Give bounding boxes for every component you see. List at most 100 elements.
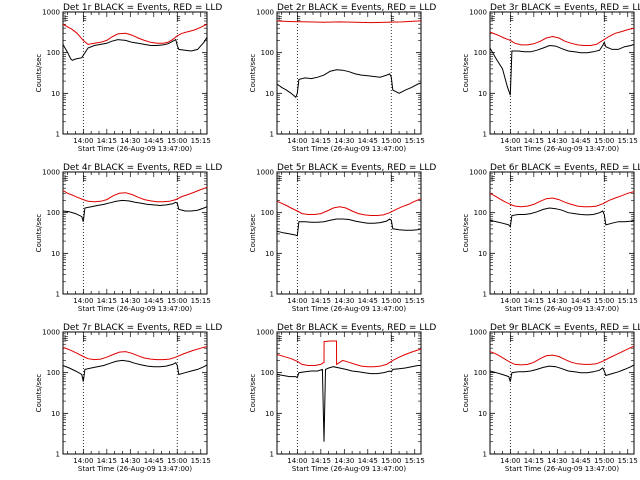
- y-tick-label: 1000: [469, 169, 487, 177]
- y-tick-label: 100: [261, 369, 274, 377]
- x-tick-label: 14:30: [334, 297, 354, 305]
- x-tick-label: 15:00: [381, 457, 401, 465]
- y-tick-label: 1000: [42, 169, 60, 177]
- eclipse-marker-label: E: [64, 15, 68, 23]
- y-tick-label: 1: [483, 451, 487, 459]
- panel-title: Det 2r BLACK = Events, RED = LLD: [277, 3, 436, 13]
- x-tick-label: 14:15: [524, 457, 544, 465]
- eclipse-marker-label: E: [509, 15, 513, 23]
- eclipse-marker-label: E: [390, 15, 394, 23]
- x-tick-label: 14:45: [571, 457, 591, 465]
- y-tick-label: 1: [270, 131, 274, 139]
- y-tick-label: 1: [56, 291, 60, 299]
- x-tick-label: 15:00: [594, 137, 614, 145]
- y-tick-label: 1: [483, 131, 487, 139]
- series-lld-line: [276, 340, 422, 368]
- panel-det-6: Det 6r BLACK = Events, RED = LLD 1 10 100 10…: [462, 163, 640, 313]
- y-tick-label: 10: [478, 410, 487, 418]
- y-axis-label: Counts/sec: [249, 374, 257, 413]
- x-tick-label: 15:00: [594, 297, 614, 305]
- y-axis-label: Counts/sec: [249, 54, 257, 93]
- x-tick-label: 14:30: [120, 457, 140, 465]
- x-tick-label: 15:15: [618, 457, 638, 465]
- panel-title: Det 4r BLACK = Events, RED = LLD: [63, 163, 222, 173]
- x-tick-label: 15:15: [405, 457, 425, 465]
- plot-frame: [62, 171, 208, 295]
- plot-frame: [62, 331, 208, 455]
- series-lld-line: [276, 20, 422, 24]
- panel-title: Det 1r BLACK = Events, RED = LLD: [63, 3, 222, 13]
- panel-title: Det 7r BLACK = Events, RED = LLD: [63, 323, 222, 333]
- panel-title: Det 5r BLACK = Events, RED = LLD: [277, 163, 436, 173]
- x-axis-label: Start Time (26-Aug-09 13:47:00): [292, 305, 406, 313]
- eclipse-marker-label: E: [82, 175, 86, 183]
- x-tick-label: 15:00: [167, 297, 187, 305]
- panel-title: Det 9r BLACK = Events, RED = LLD: [490, 323, 640, 333]
- x-axis-label: Start Time (26-Aug-09 13:47:00): [505, 145, 619, 153]
- eclipse-marker-label: E: [509, 175, 513, 183]
- x-axis-label: Start Time (26-Aug-09 13:47:00): [78, 145, 192, 153]
- series-events-line: [276, 69, 422, 99]
- y-axis-label: Counts/sec: [35, 214, 43, 253]
- y-tick-label: 10: [51, 250, 60, 258]
- panel-title: Det 8r BLACK = Events, RED = LLD: [277, 323, 436, 333]
- x-tick-label: 14:00: [73, 457, 93, 465]
- series-lld-line: [489, 191, 635, 208]
- series-events-line: [62, 199, 208, 222]
- eclipse-marker-label: E: [296, 175, 300, 183]
- x-tick-label: 14:15: [311, 297, 331, 305]
- y-tick-label: 100: [474, 49, 487, 57]
- y-tick-label: 1000: [256, 169, 274, 177]
- panel-det-3: Det 3r BLACK = Events, RED = LLD 1 10 100 10…: [462, 3, 640, 153]
- y-tick-label: 10: [51, 90, 60, 98]
- x-tick-label: 14:15: [524, 297, 544, 305]
- y-tick-label: 10: [265, 90, 274, 98]
- panel-det-4: Det 4r BLACK = Events, RED = LLD 1 10 100 10…: [35, 163, 222, 313]
- x-tick-label: 14:30: [334, 457, 354, 465]
- eclipse-marker-label: E: [390, 175, 394, 183]
- panel-det-5: Det 5r BLACK = Events, RED = LLD 1 10 100 10…: [249, 163, 436, 313]
- series-lld-line: [62, 186, 208, 203]
- eclipse-marker-label: E: [390, 335, 394, 343]
- y-tick-label: 1: [56, 131, 60, 139]
- panel-title: Det 6r BLACK = Events, RED = LLD: [490, 163, 640, 173]
- y-tick-label: 1000: [469, 9, 487, 17]
- y-tick-label: 1000: [469, 329, 487, 337]
- series-lld-line: [276, 198, 422, 216]
- eclipse-marker-label: E: [509, 335, 513, 343]
- plot-frame: [62, 11, 208, 135]
- x-tick-label: 14:15: [311, 457, 331, 465]
- series-lld-line: [489, 345, 635, 366]
- eclipse-marker-label: E: [296, 335, 300, 343]
- panel-det-1: Det 1r BLACK = Events, RED = LLD 1 10 100 10…: [35, 3, 222, 153]
- y-axis-label: Counts/sec: [35, 54, 43, 93]
- series-events-line: [62, 36, 208, 61]
- x-tick-label: 14:15: [97, 297, 117, 305]
- panel-det-2: Det 2r BLACK = Events, RED = LLD 1 10 100 10…: [249, 3, 436, 153]
- series-events-line: [489, 364, 635, 382]
- x-tick-label: 15:15: [405, 297, 425, 305]
- y-tick-label: 1000: [256, 329, 274, 337]
- x-tick-label: 14:15: [311, 137, 331, 145]
- x-tick-label: 14:00: [500, 137, 520, 145]
- x-tick-label: 14:30: [547, 297, 567, 305]
- eclipse-marker-label: E: [82, 15, 86, 23]
- x-tick-label: 14:00: [287, 457, 307, 465]
- eclipse-marker-label: E: [64, 175, 68, 183]
- y-tick-label: 1000: [42, 9, 60, 17]
- x-tick-label: 14:30: [334, 137, 354, 145]
- series-events-line: [276, 365, 421, 442]
- x-tick-label: 14:00: [500, 457, 520, 465]
- panel-title: Det 3r BLACK = Events, RED = LLD: [490, 3, 640, 13]
- x-tick-label: 14:00: [287, 297, 307, 305]
- y-tick-label: 10: [478, 90, 487, 98]
- x-tick-label: 14:45: [358, 137, 378, 145]
- y-axis-label: Counts/sec: [462, 374, 470, 413]
- panel-det-7: Det 7r BLACK = Events, RED = LLD 1 10 100 10…: [35, 323, 222, 473]
- x-tick-label: 14:45: [358, 297, 378, 305]
- plot-frame: [489, 171, 635, 295]
- x-tick-label: 14:45: [144, 137, 164, 145]
- y-tick-label: 10: [265, 250, 274, 258]
- x-tick-label: 14:45: [358, 457, 378, 465]
